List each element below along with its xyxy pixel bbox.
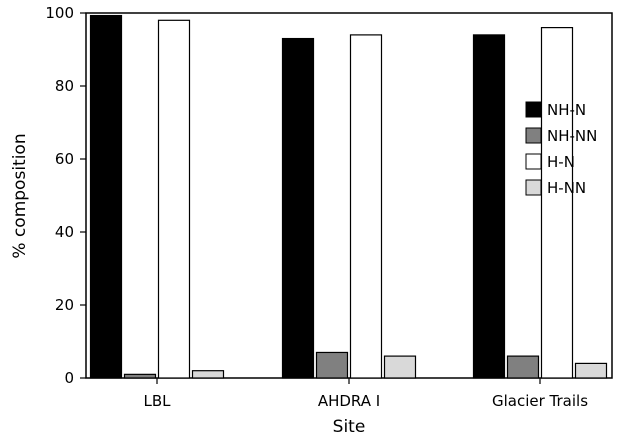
bar-nh-n-ahdra-i [281, 37, 315, 379]
x-axis-title: Site [333, 417, 366, 437]
bar-nh-nn-lbl [123, 373, 157, 379]
bar-h-n-lbl [157, 19, 191, 379]
bar-nh-n-lbl [89, 14, 123, 379]
legend: NH-NNH-NNH-NH-NN [525, 101, 597, 197]
legend-swatch-nh-n [525, 101, 542, 118]
legend-swatch-h-n [525, 153, 542, 170]
legend-label-h-nn: H-NN [547, 179, 586, 197]
bar-h-nn-lbl [191, 370, 225, 379]
x-tick-label: Glacier Trails [492, 392, 588, 410]
bar-nh-n-glacier-trails [472, 34, 506, 379]
bar-h-nn-ahdra-i [383, 355, 417, 379]
y-tick-label: 40 [55, 223, 74, 241]
legend-label-nh-n: NH-N [547, 101, 586, 119]
legend-swatch-h-nn [525, 179, 542, 196]
bar-nh-nn-glacier-trails [506, 355, 540, 379]
y-tick-label: 20 [55, 296, 74, 314]
legend-swatch-nh-nn [525, 127, 542, 144]
bar-h-nn-glacier-trails [574, 362, 608, 379]
y-tick-label: 100 [45, 4, 74, 22]
y-tick-label: 60 [55, 150, 74, 168]
bars-group [89, 14, 608, 379]
bar-h-n-ahdra-i [349, 34, 383, 379]
x-tick-label: LBL [143, 392, 171, 410]
x-axis-ticks: LBL AHDRA I Glacier Trails [143, 378, 588, 410]
x-tick-label: AHDRA I [318, 392, 380, 410]
y-tick-label: 80 [55, 77, 74, 95]
y-axis-ticks: 0 20 40 60 80 100 [45, 4, 86, 387]
bar-h-n-glacier-trails [540, 27, 574, 379]
legend-label-nh-nn: NH-NN [547, 127, 597, 145]
y-axis-title: % composition [10, 133, 30, 258]
bar-nh-nn-ahdra-i [315, 351, 349, 379]
y-tick-label: 0 [64, 369, 74, 387]
legend-label-h-n: H-N [547, 153, 575, 171]
